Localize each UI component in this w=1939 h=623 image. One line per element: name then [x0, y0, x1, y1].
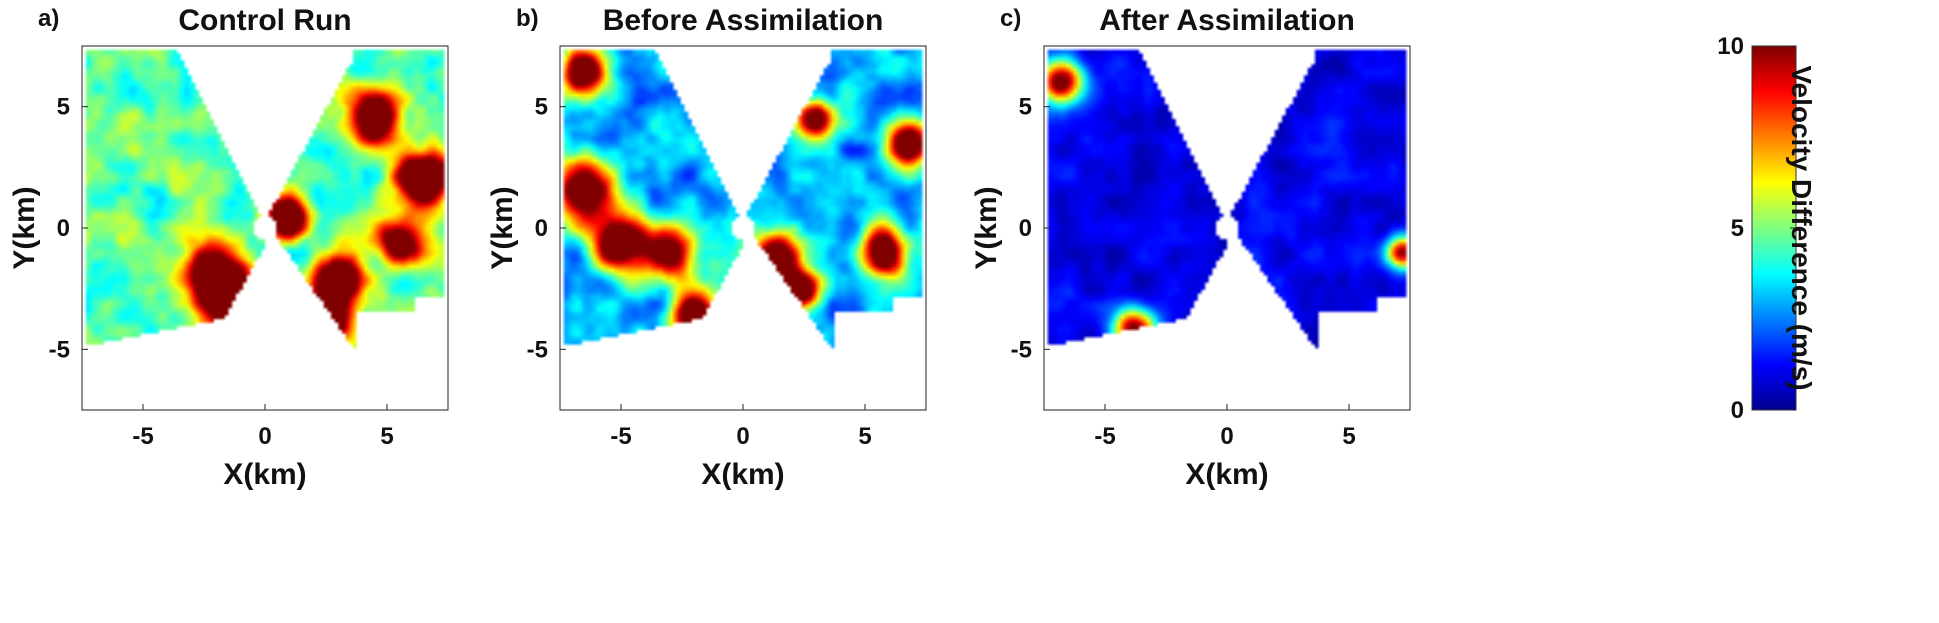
x-tick-label: 5 [858, 423, 871, 450]
panel-control-run: a) Control Run X(km) Y(km) -5 0 5 -5 0 5 [8, 4, 449, 491]
colorbar-ticks: 0 5 10 [1717, 33, 1796, 424]
panel-after-assimilation: c) After Assimilation X(km) Y(km) -5 0 5-5… [970, 4, 1411, 491]
colorbar-tick-label: 10 [1717, 33, 1744, 60]
x-tick-label: 0 [258, 423, 271, 450]
axis-ticks: -5 0 5 -5 0 5 [1011, 94, 1356, 450]
x-tick-label: 0 [1220, 423, 1233, 450]
colorbar: 0 5 10 Velocity Difference (m/s) [1717, 33, 1817, 424]
y-tick-label: 0 [535, 215, 548, 242]
panel-before-assimilation: b) Before Assimilation X(km) Y(km) -5 0 5-… [486, 4, 927, 491]
panel-label: a) [38, 5, 59, 32]
y-axis-label: Y(km) [970, 186, 1003, 269]
x-axis-label: X(km) [1185, 458, 1268, 491]
panel-title: After Assimilation [1099, 4, 1355, 37]
panel-label: b) [516, 5, 539, 32]
y-axis-label: Y(km) [8, 186, 41, 269]
x-axis-label: X(km) [223, 458, 306, 491]
axis-ticks: -5 0 5 -5 0 5 [49, 94, 394, 450]
x-tick-label: -5 [132, 423, 153, 450]
x-tick-label: 5 [1342, 423, 1355, 450]
y-axis-label: Y(km) [486, 186, 519, 269]
x-axis-label: X(km) [701, 458, 784, 491]
panel-title: Before Assimilation [603, 4, 884, 37]
x-tick-label: 0 [736, 423, 749, 450]
colorbar-gradient [1751, 45, 1797, 411]
heatmap-image [560, 46, 926, 410]
colorbar-label: Velocity Difference (m/s) [1786, 65, 1817, 390]
panel-title: Control Run [178, 4, 351, 37]
axis-ticks: -5 0 5 -5 0 5 [527, 94, 872, 450]
y-tick-label: 5 [1019, 94, 1032, 121]
heatmap-image [1044, 46, 1410, 410]
y-tick-label: 5 [57, 94, 70, 121]
y-tick-label: -5 [527, 336, 548, 363]
y-tick-label: -5 [49, 336, 70, 363]
y-tick-label: -5 [1011, 336, 1032, 363]
y-tick-label: 0 [1019, 215, 1032, 242]
x-tick-label: -5 [1094, 423, 1115, 450]
y-tick-label: 5 [535, 94, 548, 121]
colorbar-tick-label: 5 [1731, 215, 1744, 242]
x-tick-label: -5 [610, 423, 631, 450]
heatmap-image [82, 46, 448, 410]
x-tick-label: 5 [380, 423, 393, 450]
colorbar-tick-label: 0 [1731, 397, 1744, 424]
panel-label: c) [1000, 5, 1021, 32]
y-tick-label: 0 [57, 215, 70, 242]
